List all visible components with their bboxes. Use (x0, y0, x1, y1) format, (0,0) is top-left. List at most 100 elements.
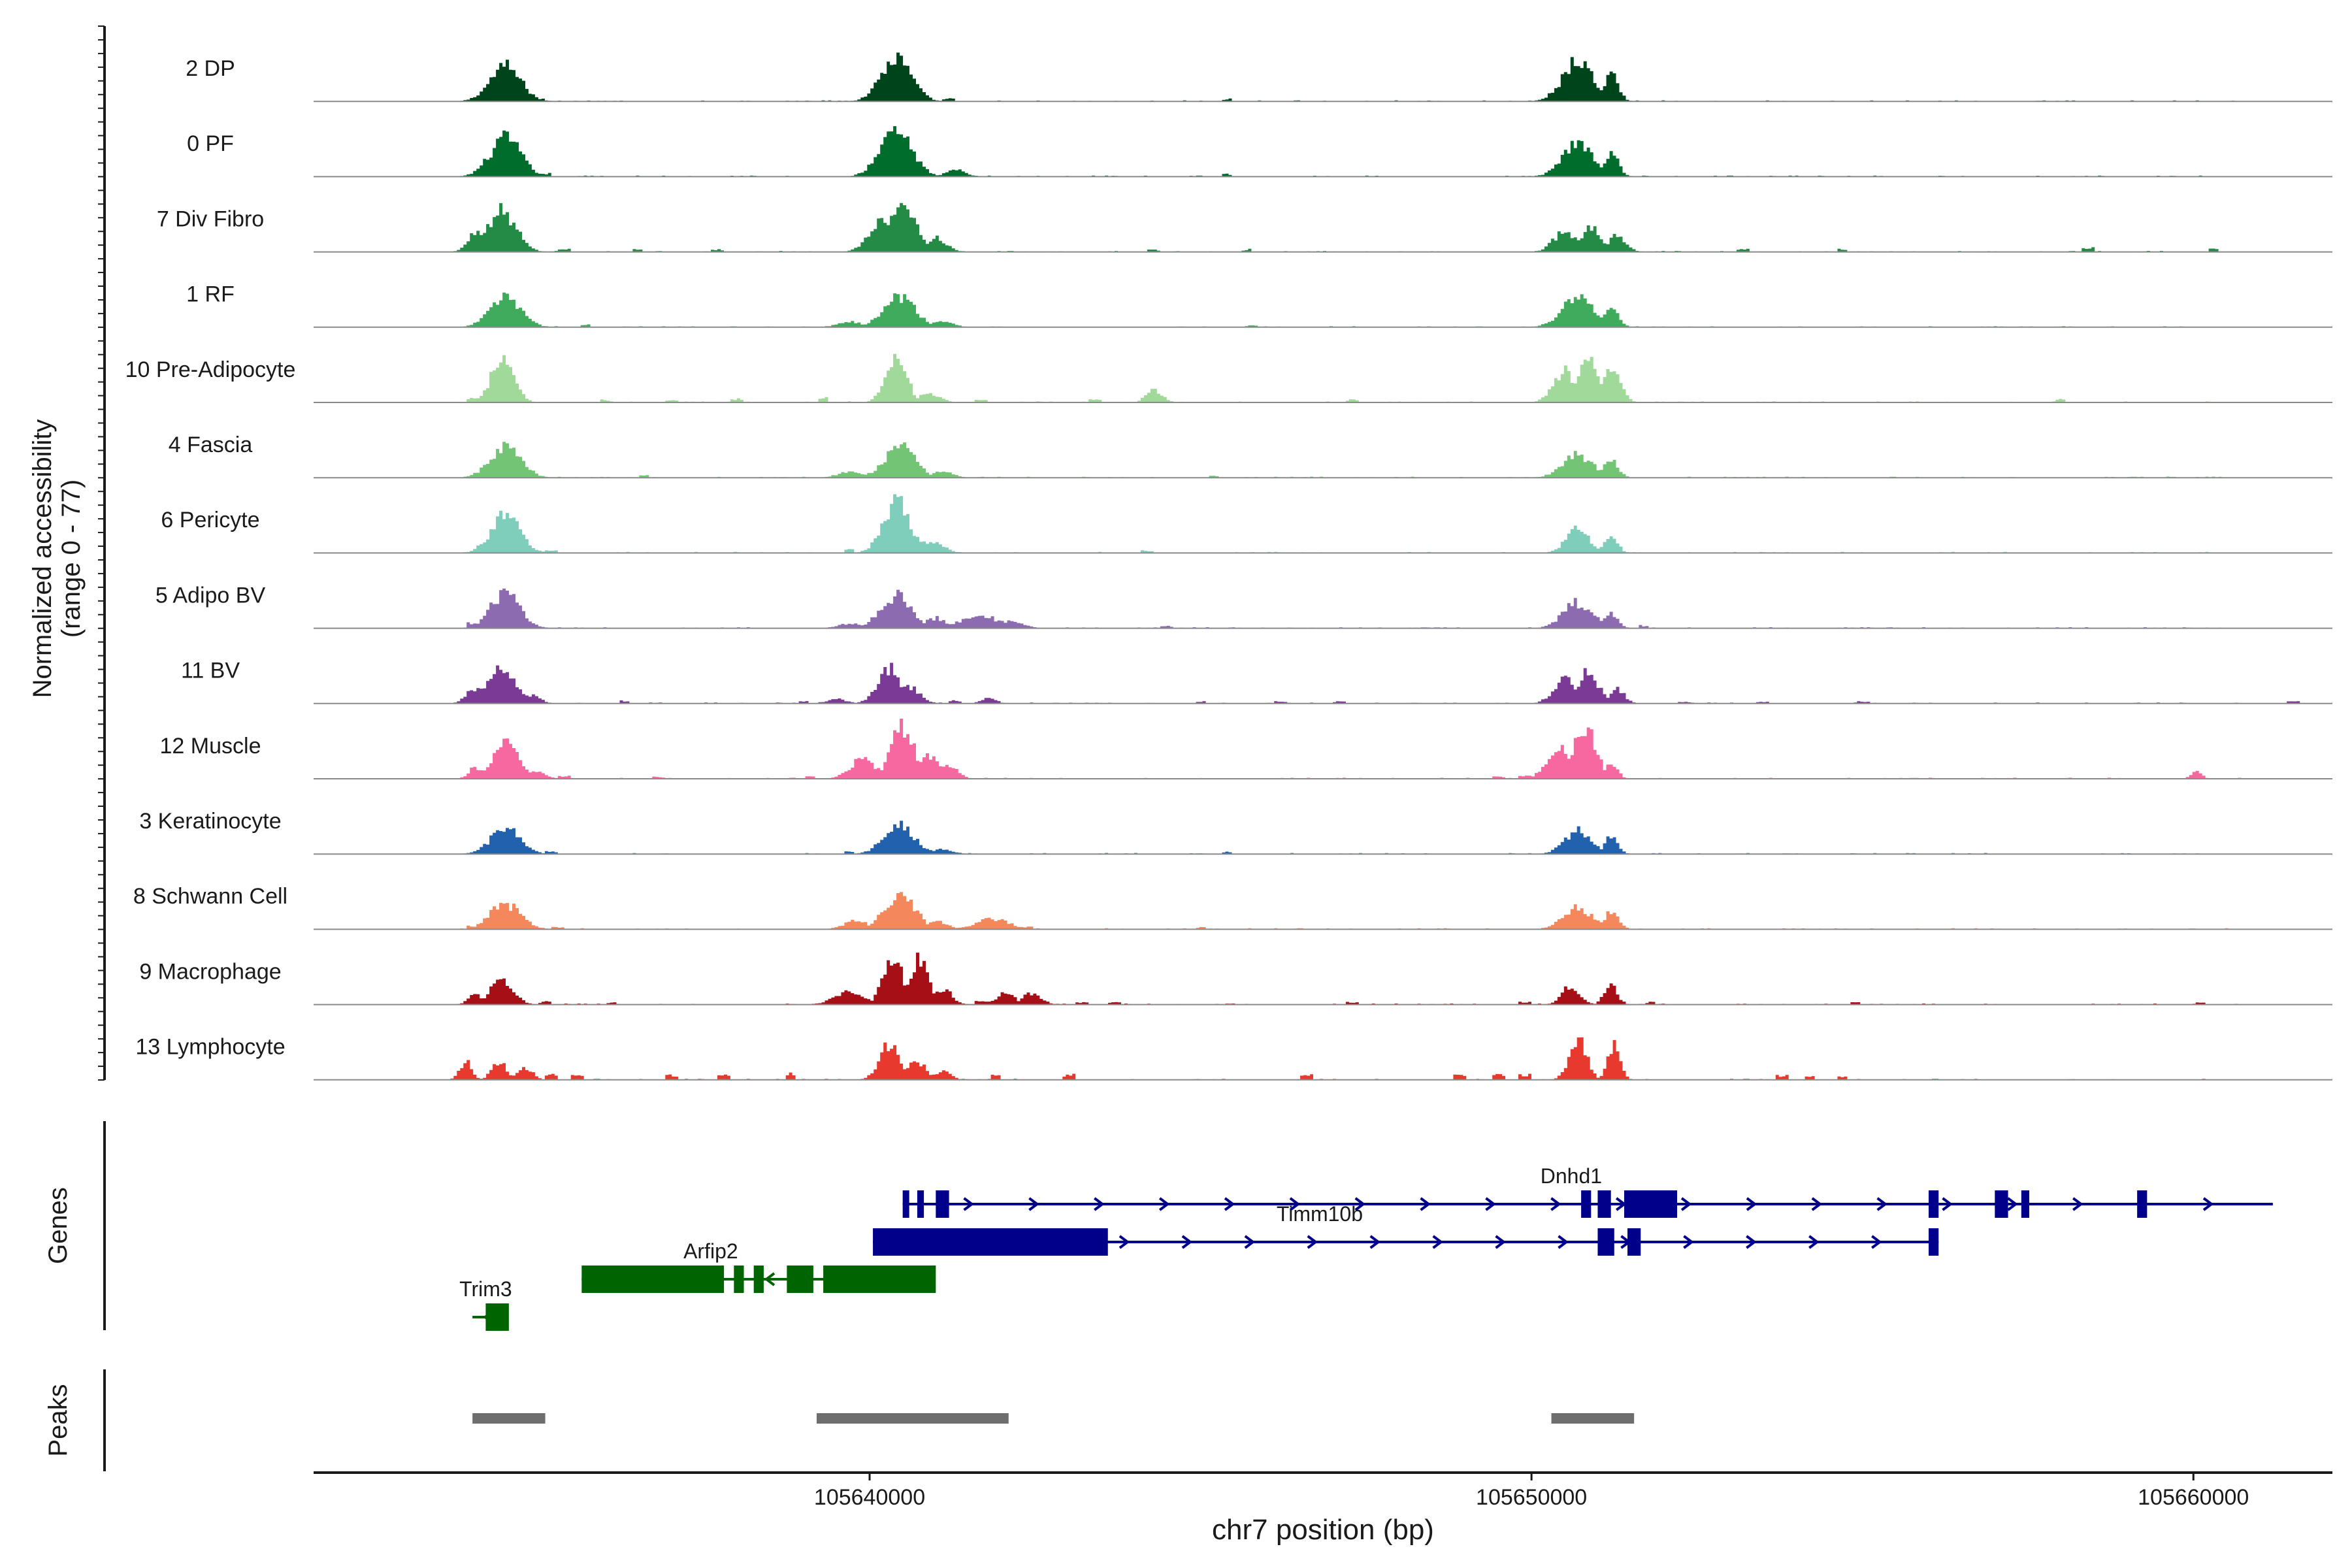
gene-exon (1995, 1190, 2008, 1218)
gene-exon (787, 1266, 813, 1293)
strand-chevron (1354, 1197, 1366, 1211)
strand-chevron (1224, 1197, 1235, 1211)
strand-chevron (1746, 1197, 1757, 1211)
y-axis-range: (range 0 - 77) (57, 480, 86, 638)
strand-chevron (1369, 1235, 1381, 1249)
gene-exon (1929, 1228, 1939, 1256)
y-axis-title: Normalized accessibility (28, 419, 57, 698)
gene-exon (581, 1266, 725, 1293)
track-area (314, 719, 2332, 779)
strand-chevron (2007, 1197, 2018, 1211)
gene-exon (873, 1228, 1108, 1256)
x-tick-label: 105660000 (2138, 1485, 2249, 1510)
strand-chevron (1808, 1235, 1820, 1249)
track-area (314, 52, 2332, 102)
strand-chevron (1811, 1197, 1823, 1211)
track-area (314, 292, 2332, 327)
gene-label: Timm10b (1277, 1202, 1363, 1226)
strand-chevron (1181, 1235, 1193, 1249)
gene-exon (2137, 1190, 2148, 1218)
track-5: 10 Pre-Adipocyte (125, 353, 2332, 403)
strand-chevron (1094, 1197, 1105, 1211)
track-area (314, 442, 2332, 478)
gene-exon (1624, 1190, 1678, 1218)
strand-chevron (2202, 1197, 2214, 1211)
gene-exon (902, 1190, 909, 1218)
strand-chevron (1028, 1197, 1039, 1211)
track-4: 1 RF (186, 282, 2332, 328)
track-area (314, 126, 2332, 177)
gene-exon (2021, 1190, 2029, 1218)
track-label: 10 Pre-Adipocyte (125, 357, 296, 382)
gene-exon (936, 1190, 949, 1218)
track-label: 9 Macrophage (139, 959, 281, 984)
strand-chevron (1432, 1235, 1443, 1249)
gene-exon (1597, 1228, 1614, 1256)
track-7: 6 Pericyte (161, 494, 2332, 554)
y-axis-label-group: Normalized accessibility (range 0 - 77) (28, 419, 86, 698)
strand-chevron (1871, 1235, 1882, 1249)
track-area (314, 953, 2332, 1005)
genes-axis-title: Genes (44, 1187, 73, 1264)
strand-chevron (1244, 1235, 1256, 1249)
track-label: 3 Keratinocyte (139, 809, 281, 834)
track-label: 4 Fascia (169, 433, 253, 457)
gene-exon (753, 1266, 764, 1293)
gene-label: Arfip2 (683, 1239, 738, 1263)
gene-exon (1627, 1228, 1641, 1256)
strand-chevron (1289, 1197, 1301, 1211)
x-axis-ticks: 105640000 105650000 105660000 (814, 1473, 2249, 1510)
strand-chevron (1550, 1197, 1561, 1211)
track-label: 13 Lymphocyte (135, 1035, 285, 1060)
track-3: 7 Div Fibro (157, 203, 2332, 253)
strand-chevron (1420, 1197, 1431, 1211)
coverage-y-axis (98, 25, 106, 1081)
track-label: 12 Muscle (160, 734, 261, 759)
track-11: 3 Keratinocyte (139, 809, 2332, 855)
strand-chevron (1942, 1197, 1953, 1211)
track-label: 6 Pericyte (161, 508, 259, 532)
track-12: 8 Schwann Cell (133, 884, 2332, 930)
track-10: 12 Muscle (160, 719, 2332, 779)
peak-region-bar (816, 1413, 1009, 1424)
track-13: 9 Macrophage (139, 953, 2332, 1005)
gene-dnhd1: Dnhd1 (902, 1164, 2273, 1218)
gene-trim3: Trim3 (459, 1277, 512, 1331)
track-label: 8 Schwann Cell (133, 884, 287, 909)
track-area (314, 821, 2332, 855)
strand-chevron (1307, 1235, 1318, 1249)
track-label: 7 Div Fibro (157, 206, 264, 231)
track-6: 4 Fascia (169, 433, 2332, 479)
track-area (314, 662, 2332, 704)
x-axis-title: chr7 position (bp) (1212, 1514, 1434, 1546)
track-label: 11 BV (181, 659, 240, 683)
gene-label: Dnhd1 (1541, 1164, 1602, 1188)
strand-chevron (1495, 1235, 1506, 1249)
track-area (314, 588, 2332, 629)
track-area (314, 353, 2332, 402)
track-label: 2 DP (186, 56, 235, 81)
track-area (314, 1037, 2332, 1080)
gene-exon (1597, 1190, 1611, 1218)
gene-exon (1929, 1190, 1939, 1218)
gene-exon (917, 1190, 924, 1218)
strand-chevron (1680, 1197, 1692, 1211)
track-2: 0 PF (187, 126, 2332, 178)
gene-timm10b: Timm10b (873, 1202, 1939, 1256)
strand-chevron (1485, 1197, 1496, 1211)
coverage-tracks: 2 DP 0 PF 7 Div Fibro 1 RF 10 Pre-Adipocyte 4… (125, 52, 2332, 1081)
gene-exon (1581, 1190, 1592, 1218)
x-tick-label: 105650000 (1476, 1485, 1587, 1510)
gene-exon (879, 1266, 896, 1293)
peaks-panel: Peaks (44, 1369, 1635, 1471)
track-8: 5 Adipo BV (155, 583, 2332, 629)
track-area (314, 203, 2332, 252)
strand-chevron (1746, 1235, 1757, 1249)
x-tick-label: 105640000 (814, 1485, 925, 1510)
track-label: 1 RF (186, 282, 235, 307)
gene-label: Trim3 (459, 1277, 512, 1301)
strand-chevron (1119, 1235, 1130, 1249)
track-9: 11 BV (181, 659, 2332, 704)
